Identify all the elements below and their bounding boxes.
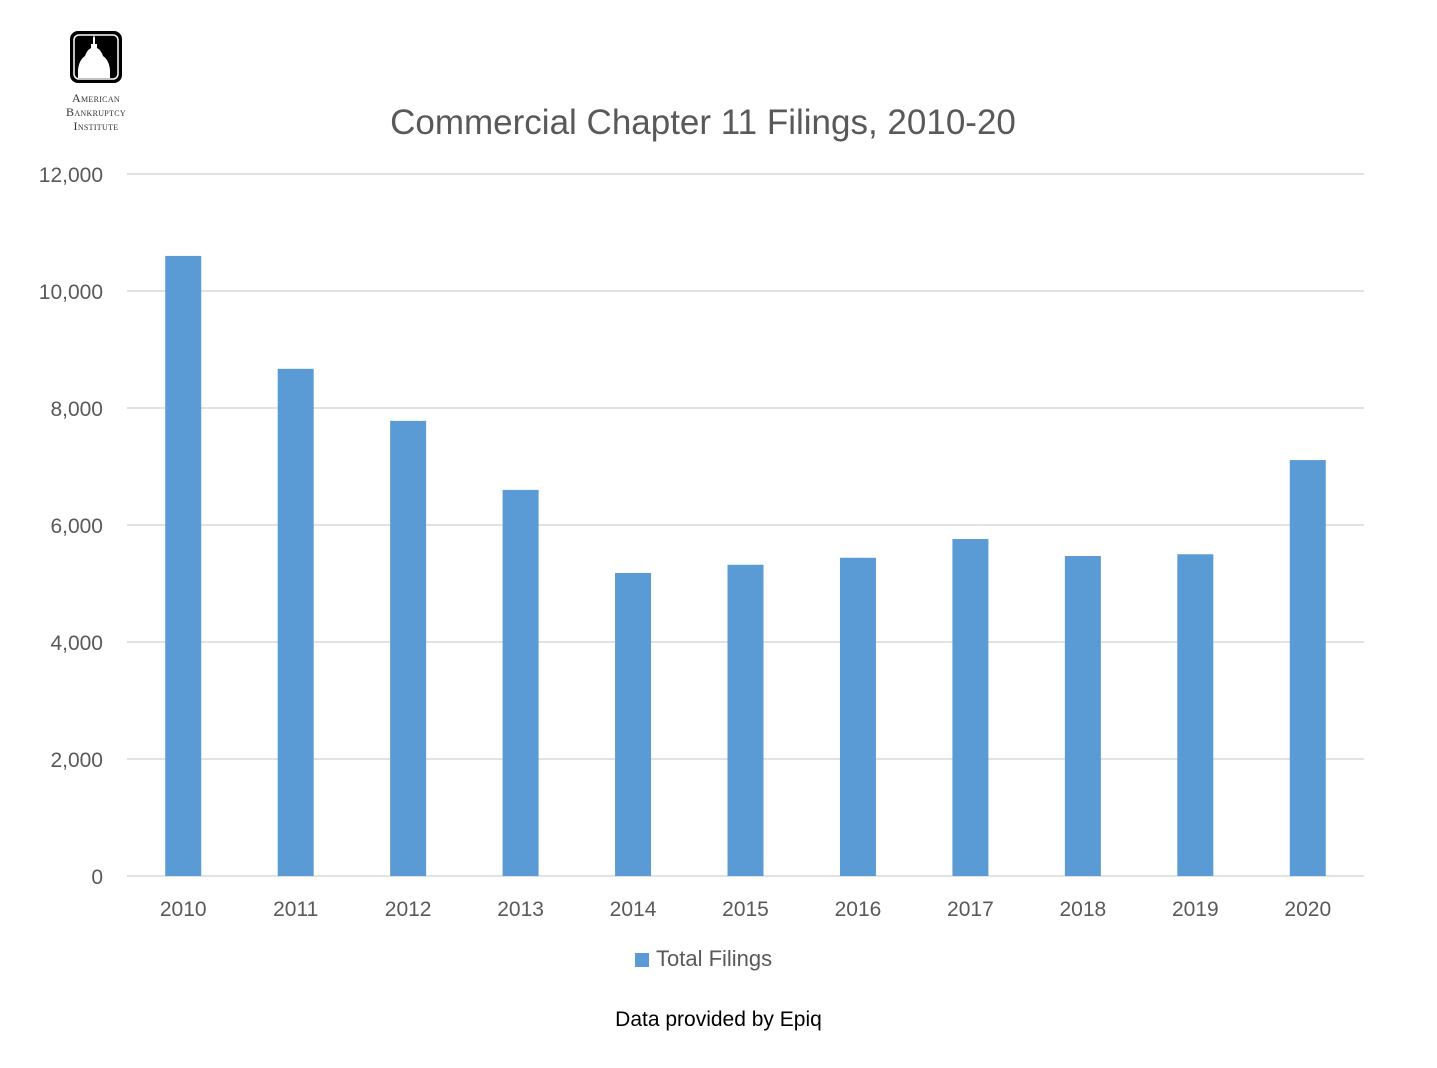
legend-swatch <box>635 953 649 967</box>
abi-logo: American Bankruptcy Institute <box>46 28 146 133</box>
bar-2020 <box>1289 460 1326 876</box>
chart-title: Commercial Chapter 11 Filings, 2010-20 <box>390 103 1016 142</box>
data-credit: Data provided by Epiq <box>615 1008 822 1031</box>
logo-text: American Bankruptcy Institute <box>46 91 146 133</box>
x-tick-label: 2012 <box>385 898 432 921</box>
bar-2017 <box>952 539 989 876</box>
bar-2018 <box>1064 556 1101 876</box>
y-tick-label: 0 <box>91 866 103 889</box>
bar-2013 <box>502 489 539 876</box>
x-tick-label: 2014 <box>610 898 657 921</box>
y-tick-label: 8,000 <box>50 398 103 421</box>
legend-label: Total Filings <box>656 946 772 971</box>
logo-line-1: American <box>72 91 120 105</box>
y-tick-label: 2,000 <box>50 749 103 772</box>
x-tick-label: 2015 <box>722 898 769 921</box>
bar-2014 <box>615 572 652 876</box>
capitol-dome-icon <box>70 31 122 83</box>
x-tick-label: 2018 <box>1060 898 1107 921</box>
y-tick-label: 4,000 <box>50 632 103 655</box>
logo-line-3: Institute <box>73 119 119 133</box>
y-tick-label: 12,000 <box>39 164 103 187</box>
x-tick-label: 2020 <box>1284 898 1331 921</box>
y-tick-label: 10,000 <box>39 281 103 304</box>
x-tick-label: 2019 <box>1172 898 1219 921</box>
y-tick-label: 6,000 <box>50 515 103 538</box>
bar-2015 <box>727 564 764 876</box>
x-tick-label: 2013 <box>497 898 544 921</box>
logo-line-2: Bankruptcy <box>66 105 126 119</box>
x-tick-label: 2016 <box>835 898 882 921</box>
bar-2012 <box>390 420 427 876</box>
x-tick-label: 2010 <box>160 898 207 921</box>
bar-2019 <box>1177 554 1214 876</box>
bar-2010 <box>165 255 202 876</box>
x-tick-label: 2011 <box>273 898 318 921</box>
bar-2016 <box>839 557 876 876</box>
x-tick-label: 2017 <box>947 898 994 921</box>
bar-2011 <box>277 368 314 876</box>
